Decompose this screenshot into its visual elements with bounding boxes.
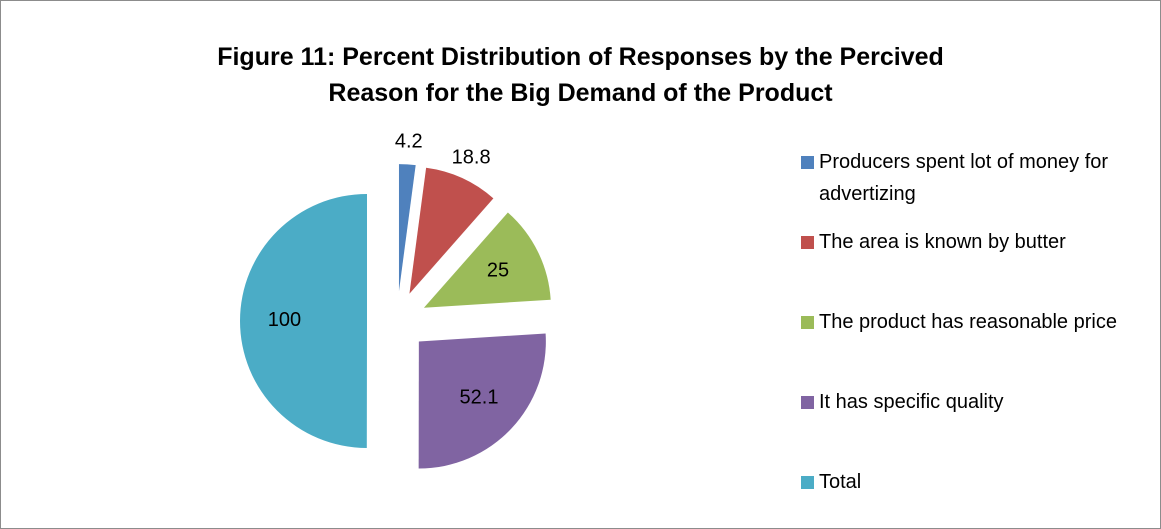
data-label: 4.2 [395, 131, 423, 153]
pie-slice [409, 167, 494, 294]
legend-label: It has specific quality [819, 391, 1004, 413]
legend-item: It has specific quality [801, 386, 1151, 466]
pie-slice [398, 164, 416, 292]
legend-label: The product has reasonable price [819, 311, 1117, 333]
chart-title: Figure 11: Percent Distribution of Respo… [217, 43, 944, 107]
legend-swatch [801, 236, 814, 249]
legend-item: Total [801, 466, 1151, 528]
data-label: 18.8 [452, 146, 491, 168]
legend-swatch [801, 396, 814, 409]
legend-label: The area is known by butter [819, 231, 1066, 253]
legend-swatch [801, 476, 814, 489]
data-label: 52.1 [460, 386, 499, 408]
legend-item: Producers spent lot of money for adverti… [801, 146, 1151, 226]
title-box: Figure 11: Percent Distribution of Respo… [1, 39, 1160, 111]
legend-item: The area is known by butter [801, 226, 1151, 306]
pie-slice [418, 333, 546, 469]
legend-label: Producers spent lot of money for adverti… [819, 151, 1109, 205]
legend-label: Total [819, 471, 862, 493]
data-label: 100 [268, 309, 301, 331]
data-label: 25 [487, 260, 509, 282]
legend-item: The product has reasonable price [801, 306, 1151, 386]
legend-swatch [801, 156, 814, 169]
legend: Producers spent lot of money for adverti… [801, 146, 1151, 528]
legend-swatch [801, 316, 814, 329]
pie-slice [240, 193, 367, 448]
pie-slice [423, 212, 551, 308]
